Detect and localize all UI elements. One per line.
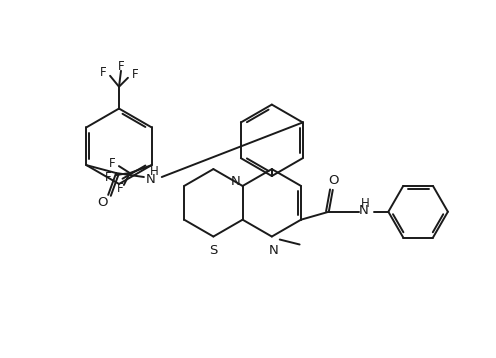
Text: F: F	[131, 68, 138, 81]
Text: O: O	[97, 196, 108, 209]
Text: F: F	[100, 66, 107, 79]
Text: F: F	[105, 170, 111, 184]
Text: S: S	[209, 245, 218, 257]
Text: F: F	[109, 156, 115, 170]
Text: N: N	[359, 204, 369, 217]
Text: N: N	[269, 245, 279, 257]
Text: O: O	[328, 174, 339, 188]
Text: F: F	[117, 183, 123, 195]
Text: H: H	[150, 165, 159, 178]
Text: F: F	[118, 61, 124, 73]
Text: N: N	[231, 175, 241, 188]
Text: H: H	[361, 197, 370, 210]
Text: N: N	[146, 173, 156, 185]
